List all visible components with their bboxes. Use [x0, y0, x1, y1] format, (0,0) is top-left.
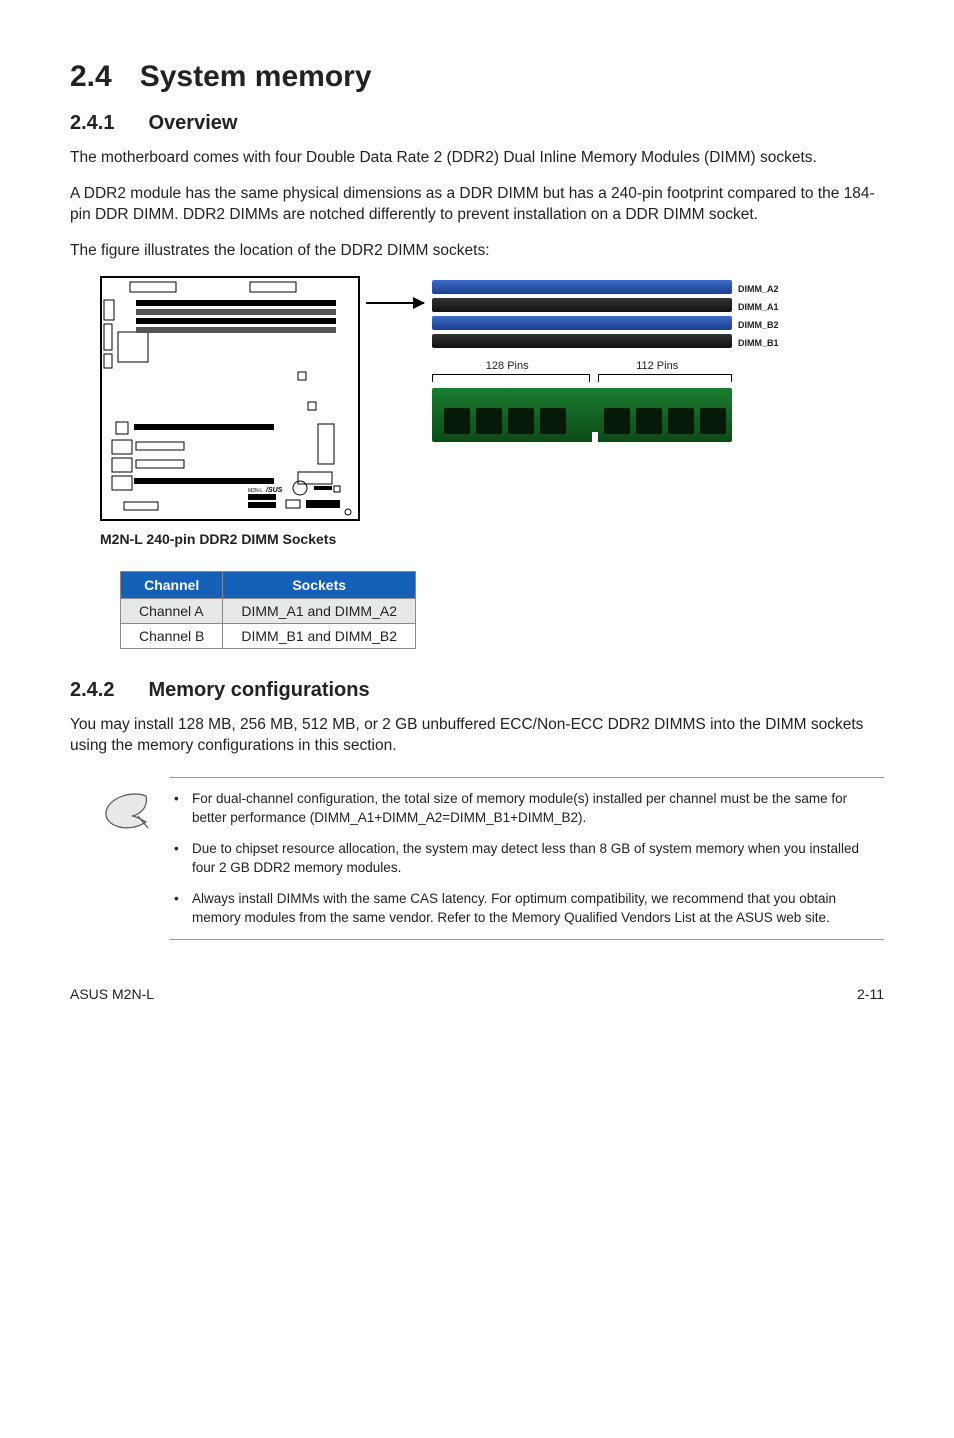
dimm-slots-closeup [432, 280, 732, 352]
cell-channel: Channel B [121, 623, 223, 648]
dimm-figure: /SUS M2N-L DIMM_A2 DIMM_A1 DIMM_B2 DIMM_… [100, 276, 860, 521]
table-row: Channel B DIMM_B1 and DIMM_B2 [121, 623, 416, 648]
pin-bracket [432, 374, 732, 384]
note-item: Always install DIMMs with the same CAS l… [170, 890, 864, 928]
section-num: 2.4 [70, 60, 112, 94]
pin-counts: 128 Pins 112 Pins [432, 360, 732, 372]
ddr2-module [432, 388, 732, 442]
ram-chip [476, 408, 502, 434]
overview-p1: The motherboard comes with four Double D… [70, 147, 884, 169]
subsection-num: 2.4.2 [70, 679, 114, 702]
pins-right: 112 Pins [636, 360, 678, 372]
overview-p2: A DDR2 module has the same physical dime… [70, 183, 884, 226]
dimm-slot-b1 [432, 334, 732, 348]
th-sockets: Sockets [223, 571, 416, 598]
mobo-model-label: M2N-L [248, 488, 263, 494]
note-item: Due to chipset resource allocation, the … [170, 840, 864, 878]
label-dimm-a1: DIMM_A1 [738, 298, 779, 316]
ram-chip [604, 408, 630, 434]
page-footer: ASUS M2N-L 2-11 [70, 980, 884, 1002]
th-channel: Channel [121, 571, 223, 598]
ram-chip [444, 408, 470, 434]
dimm-slot-a2 [432, 280, 732, 294]
ram-chip [700, 408, 726, 434]
subsection-memconfig: 2.4.2 Memory configurations [70, 679, 884, 702]
note-item: For dual-channel configuration, the tota… [170, 790, 864, 828]
subsection-num: 2.4.1 [70, 112, 114, 135]
note-box: For dual-channel configuration, the tota… [170, 777, 884, 940]
pins-left: 128 Pins [486, 360, 529, 372]
ram-chip [540, 408, 566, 434]
subsection-name: Memory configurations [148, 679, 369, 701]
module-notch [592, 432, 598, 442]
footer-right: 2-11 [857, 986, 884, 1002]
ram-chip [668, 408, 694, 434]
dimm-slot-labels: DIMM_A2 DIMM_A1 DIMM_B2 DIMM_B1 [738, 280, 779, 352]
motherboard-diagram: /SUS M2N-L [100, 276, 360, 521]
dimm-slot-a1 [432, 298, 732, 312]
cell-sockets: DIMM_B1 and DIMM_B2 [223, 623, 416, 648]
ram-chip [636, 408, 662, 434]
section-name: System memory [140, 60, 372, 93]
label-dimm-b2: DIMM_B2 [738, 316, 779, 334]
label-dimm-a2: DIMM_A2 [738, 280, 779, 298]
subsection-overview: 2.4.1 Overview [70, 112, 884, 135]
dimm-slot-b2 [432, 316, 732, 330]
overview-p3: The figure illustrates the location of t… [70, 240, 884, 262]
arrow-icon [366, 302, 424, 304]
ram-chip [508, 408, 534, 434]
section-title: 2.4 System memory [70, 60, 884, 94]
svg-text:/SUS: /SUS [265, 487, 283, 494]
channel-table: Channel Sockets Channel A DIMM_A1 and DI… [120, 571, 416, 649]
cell-sockets: DIMM_A1 and DIMM_A2 [223, 598, 416, 623]
table-row: Channel A DIMM_A1 and DIMM_A2 [121, 598, 416, 623]
footer-left: ASUS M2N-L [70, 986, 154, 1002]
cell-channel: Channel A [121, 598, 223, 623]
note-icon [102, 792, 150, 832]
memconfig-p1: You may install 128 MB, 256 MB, 512 MB, … [70, 714, 884, 757]
figure-caption: M2N-L 240-pin DDR2 DIMM Sockets [100, 531, 884, 547]
subsection-name: Overview [148, 112, 237, 134]
label-dimm-b1: DIMM_B1 [738, 334, 779, 352]
